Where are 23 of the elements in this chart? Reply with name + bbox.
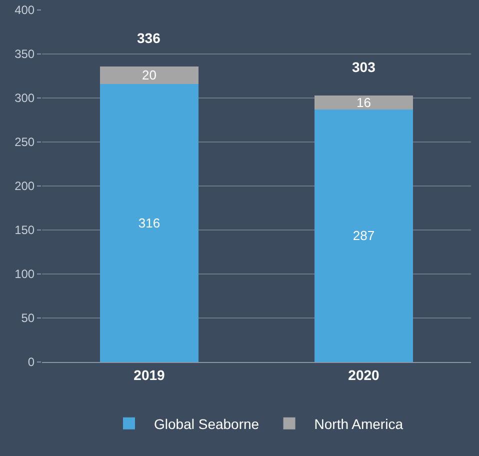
data-label: 16 — [356, 94, 371, 110]
y-tick-label: 400 — [14, 3, 35, 18]
x-tick-label: 2020 — [348, 366, 380, 383]
y-tick-label: 200 — [14, 179, 35, 194]
total-label: 303 — [352, 59, 376, 75]
y-tick-label: 0 — [28, 355, 35, 370]
bar — [314, 109, 414, 362]
y-tick-label: 100 — [14, 267, 35, 282]
total-label: 336 — [137, 30, 161, 46]
data-label: 316 — [138, 215, 160, 230]
x-tick-label: 2019 — [134, 366, 166, 383]
y-tick-label: 150 — [14, 223, 35, 238]
legend-label: Global Seaborne — [154, 416, 260, 432]
data-label: 287 — [352, 228, 375, 244]
data-label: 20 — [142, 68, 156, 83]
y-tick-label: 300 — [14, 91, 35, 106]
y-tick-label: 50 — [21, 311, 35, 326]
legend-label: North America — [314, 416, 404, 432]
bar — [314, 95, 414, 110]
bar — [100, 66, 199, 84]
bar — [100, 84, 199, 362]
y-tick-label: 250 — [14, 135, 35, 150]
y-tick-label: 350 — [14, 47, 35, 62]
